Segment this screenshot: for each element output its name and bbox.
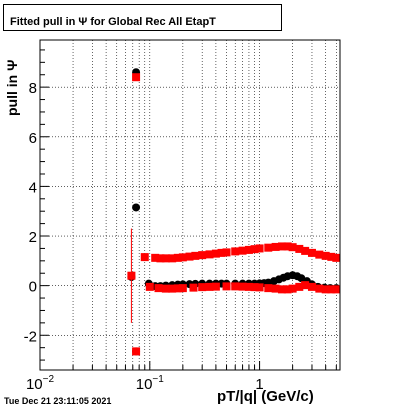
sigma-point (217, 248, 226, 257)
sigma-point (315, 250, 324, 259)
sigma-point (168, 254, 177, 263)
sigma-point (277, 242, 286, 251)
y-tick-label: 0 (29, 279, 37, 296)
grid-lines (40, 40, 340, 370)
sigma-point (332, 253, 341, 262)
sigma-point (264, 243, 273, 252)
mean-point (132, 203, 141, 212)
sigma-point (288, 243, 297, 252)
sigma-point (283, 285, 292, 294)
x-tick-label: 10−1 (136, 374, 165, 393)
sigma-point (238, 246, 247, 255)
sigma-point (132, 347, 141, 356)
sigma-point (271, 242, 280, 251)
sigma-point (295, 282, 304, 291)
sigma-point (211, 282, 220, 291)
sigma-point (156, 254, 165, 263)
sigma-point (301, 246, 310, 255)
sigma-point (250, 283, 259, 292)
y-tick-label: 8 (29, 80, 37, 97)
sigma-point (168, 284, 177, 293)
sigma-point (205, 250, 214, 259)
plot-frame (39, 39, 341, 371)
sigma-point (145, 282, 154, 291)
y-tick-label: 2 (29, 229, 37, 246)
sigma-point (255, 244, 264, 253)
sigma-point (238, 282, 247, 291)
sigma-point (161, 284, 170, 293)
sigma-point (198, 251, 207, 260)
sigma-point (321, 251, 330, 260)
sigma-point (140, 253, 149, 262)
y-tick-label: -2 (24, 328, 37, 345)
sigma-point (244, 282, 253, 291)
sigma-point (327, 252, 336, 261)
data-marks (127, 68, 341, 356)
sigma-point (307, 282, 316, 291)
sigma-point (211, 249, 220, 258)
sigma-point (154, 284, 163, 293)
sigma-point (295, 244, 304, 253)
x-tick-label: 1 (255, 376, 263, 393)
sigma-point (244, 245, 253, 254)
sigma-point (191, 251, 200, 260)
y-tick-label: 4 (29, 179, 37, 196)
sigma-point (222, 282, 231, 291)
sigma-point (151, 253, 160, 262)
sigma-point (198, 283, 207, 292)
sigma-point (255, 283, 264, 292)
sigma-point (161, 254, 170, 263)
sigma-point (127, 271, 136, 280)
axis-ticks (39, 49, 337, 370)
sigma-point (173, 253, 182, 262)
sigma-point (264, 284, 273, 293)
sigma-point (321, 285, 330, 294)
sigma-point (185, 252, 194, 261)
sigma-point (231, 282, 240, 291)
sigma-point (173, 284, 182, 293)
chart-title: Fitted pull in Ψ for Global Rec All Etap… (10, 16, 216, 28)
sigma-point (301, 281, 310, 290)
sigma-point (332, 285, 341, 294)
sigma-point (288, 284, 297, 293)
sigma-point (307, 248, 316, 257)
sigma-point (178, 284, 187, 293)
sigma-point (178, 253, 187, 262)
title-box: Fitted pull in Ψ for Global Rec All Etap… (3, 4, 282, 31)
sigma-point (327, 285, 336, 294)
y-tick-label: 6 (29, 130, 37, 147)
sigma-point (250, 245, 259, 254)
sigma-point (277, 285, 286, 294)
tick-labels: -2 0 2 4 6 8 10−2 10−1 1 (24, 80, 264, 393)
sigma-point (222, 248, 231, 257)
sigma-point (132, 73, 141, 82)
timestamp: Tue Dec 21 23:11:05 2021 (4, 396, 112, 406)
x-tick-label: 10−2 (26, 374, 55, 393)
y-axis-label: pull in Ψ (4, 59, 20, 116)
sigma-point (231, 247, 240, 256)
sigma-point (189, 283, 198, 292)
sigma-point (315, 284, 324, 293)
sigma-point (205, 282, 214, 291)
sigma-point (271, 284, 280, 293)
sigma-point (283, 242, 292, 251)
x-axis-label: pT/|q| (GeV/c) (217, 388, 314, 405)
